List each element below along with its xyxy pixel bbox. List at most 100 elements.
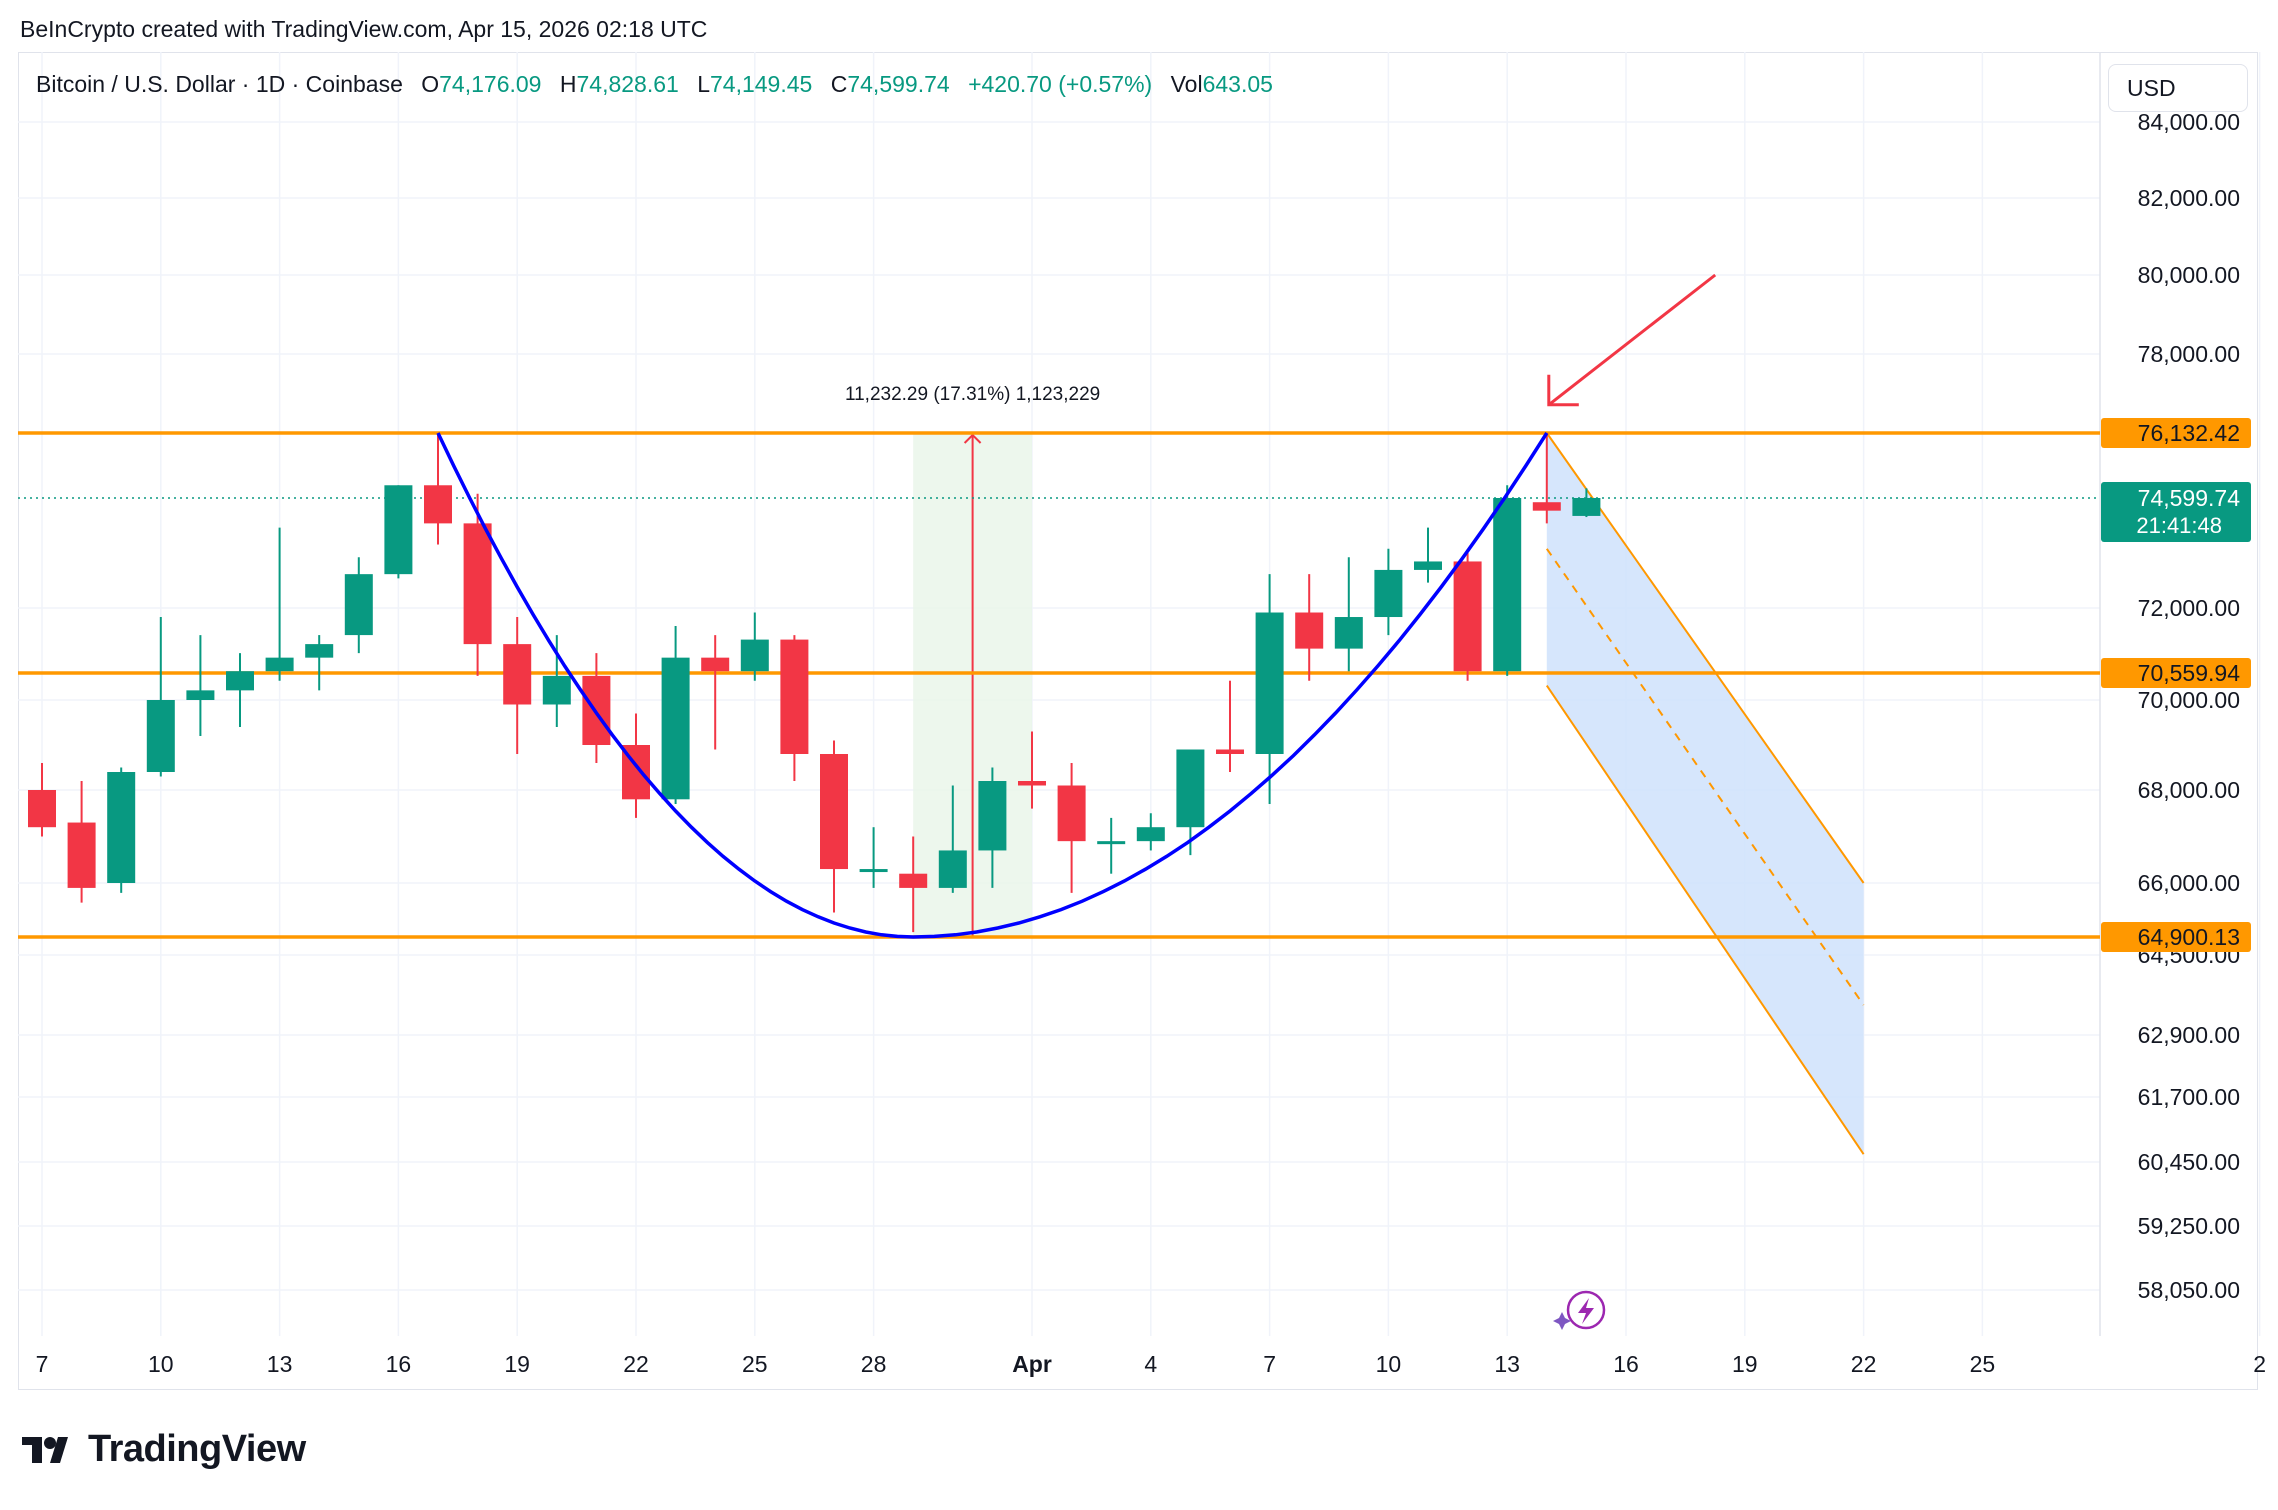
y-tick-label: 61,700.00: [2138, 1084, 2240, 1110]
time-axis: 7 10 13 16 19 22 25 28 Apr 4 7 10 13 16 19 22 25 2: [36, 1351, 2266, 1377]
last-price-tag: [2101, 482, 2251, 542]
candle-body: [107, 772, 136, 883]
tradingview-logo-icon: [22, 1436, 68, 1463]
x-tick-label: 13: [1494, 1351, 1520, 1377]
candle-body: [503, 644, 532, 705]
x-tick-label: 16: [1613, 1351, 1639, 1377]
candle-body: [899, 873, 928, 888]
candle-body: [661, 657, 690, 800]
grid-lines: [18, 52, 2261, 1336]
close-value: 74,599.74: [847, 71, 950, 97]
candle-body: [1136, 827, 1165, 842]
candle-body: [820, 754, 848, 870]
high-value: 74,828.61: [576, 71, 679, 97]
volume-label: Vol: [1170, 71, 1203, 97]
x-tick-label: 19: [1732, 1351, 1758, 1377]
candle-body: [463, 523, 492, 645]
y-tick-label: 78,000.00: [2138, 341, 2240, 367]
price-labels: 76,132.42 70,559.94 64,900.13 74,599.7421:4…: [2101, 418, 2251, 952]
candle-body: [1255, 612, 1284, 754]
candle-body: [1295, 612, 1324, 649]
y-tick-label: 58,050.00: [2138, 1277, 2240, 1303]
level-price-label: 76,132.42: [2138, 420, 2240, 446]
measure-tool: 11,232.29 (17.31%) 1,123,229: [845, 384, 1100, 938]
chart-frame: [18, 52, 2258, 1390]
volume-value: 643.05: [1202, 71, 1273, 97]
candle-body: [701, 657, 730, 672]
candle-body: [780, 639, 809, 754]
x-tick-label: Apr: [1012, 1351, 1052, 1377]
channel-lower-line: [1545, 684, 1865, 1155]
horizontal-levels: [18, 431, 2100, 939]
high-label: H: [559, 71, 577, 97]
x-tick-label: 16: [386, 1351, 412, 1377]
low-value: 74,149.45: [710, 71, 813, 97]
x-tick-label: 13: [267, 1351, 293, 1377]
candle-body: [344, 574, 373, 636]
x-tick-label: 25: [1970, 1351, 1996, 1377]
change-value: +420.70 (+0.57%): [968, 71, 1153, 97]
y-tick-label: 66,000.00: [2138, 870, 2240, 896]
x-tick-label: 25: [742, 1351, 768, 1377]
candle-body: [1097, 841, 1126, 845]
brand-name: TradingView: [88, 1428, 306, 1470]
candle-body: [1334, 617, 1363, 649]
x-tick-label: 7: [1263, 1351, 1276, 1377]
candle-body: [1532, 502, 1561, 511]
level-price-tag: [2101, 922, 2251, 952]
candle-body: [859, 869, 888, 873]
countdown-label: 21:41:48: [2136, 513, 2222, 538]
y-tick-label: 68,000.00: [2138, 777, 2240, 803]
y-tick-label: 82,000.00: [2138, 185, 2240, 211]
price-axis: 84,000.00 82,000.00 80,000.00 78,000.00 72,0…: [2138, 109, 2240, 1303]
x-tick-label: 28: [861, 1351, 887, 1377]
projected-channel: [1545, 432, 1865, 1155]
open-label: O: [421, 71, 440, 97]
level-price-label: 64,900.13: [2138, 924, 2240, 950]
arrow-head: [1547, 374, 1579, 407]
channel-fill: [1546, 433, 1864, 1155]
candle-body: [1057, 785, 1086, 842]
candle-body: [1414, 561, 1442, 570]
candle-body: [305, 644, 334, 658]
y-tick-label: 80,000.00: [2138, 262, 2240, 288]
chart-credit: BeInCrypto created with TradingView.com,…: [20, 16, 708, 42]
candle-body: [542, 675, 571, 705]
tradingview-logo[interactable]: TradingView: [22, 1428, 306, 1471]
candle-body: [186, 690, 215, 700]
candle-body: [1176, 749, 1205, 828]
y-tick-label: 70,000.00: [2138, 687, 2240, 713]
candle-body: [424, 485, 452, 524]
candle-body: [1374, 569, 1403, 618]
lightning-bolt: [1578, 1298, 1594, 1324]
y-tick-label: 84,000.00: [2138, 109, 2240, 135]
x-tick-label: 7: [36, 1351, 49, 1377]
x-tick-label: 19: [504, 1351, 530, 1377]
candle-body: [384, 485, 413, 575]
y-tick-label: 59,250.00: [2138, 1213, 2240, 1239]
x-tick-label: 10: [148, 1351, 174, 1377]
rounded-bottom-arc: [436, 432, 1549, 939]
sparkle: [1553, 1312, 1571, 1330]
candle-body: [226, 671, 254, 691]
ohlc-legend: Bitcoin / U.S. Dollar · 1D · Coinbase O 7…: [36, 71, 1273, 98]
close-label: C: [830, 71, 848, 97]
candle-body: [28, 790, 56, 828]
candle-body: [1216, 749, 1244, 754]
candle-body: [1572, 498, 1601, 516]
x-tick-label: 22: [623, 1351, 649, 1377]
candle-body: [1493, 497, 1522, 672]
y-tick-label: 62,900.00: [2138, 1022, 2240, 1048]
y-tick-label: 60,450.00: [2138, 1149, 2240, 1175]
symbol-label[interactable]: Bitcoin / U.S. Dollar · 1D · Coinbase: [36, 71, 403, 97]
measure-label: 11,232.29 (17.31%) 1,123,229: [845, 384, 1100, 405]
level-price-tag: [2101, 658, 2251, 688]
x-tick-label: 2: [2253, 1351, 2266, 1377]
x-tick-label: 4: [1144, 1351, 1157, 1377]
currency-button[interactable]: USD: [2108, 64, 2248, 112]
candle-body: [67, 822, 96, 888]
candle-body: [1018, 781, 1046, 786]
y-tick-label: 72,000.00: [2138, 595, 2240, 621]
lightning-icon[interactable]: [1553, 1290, 1606, 1330]
